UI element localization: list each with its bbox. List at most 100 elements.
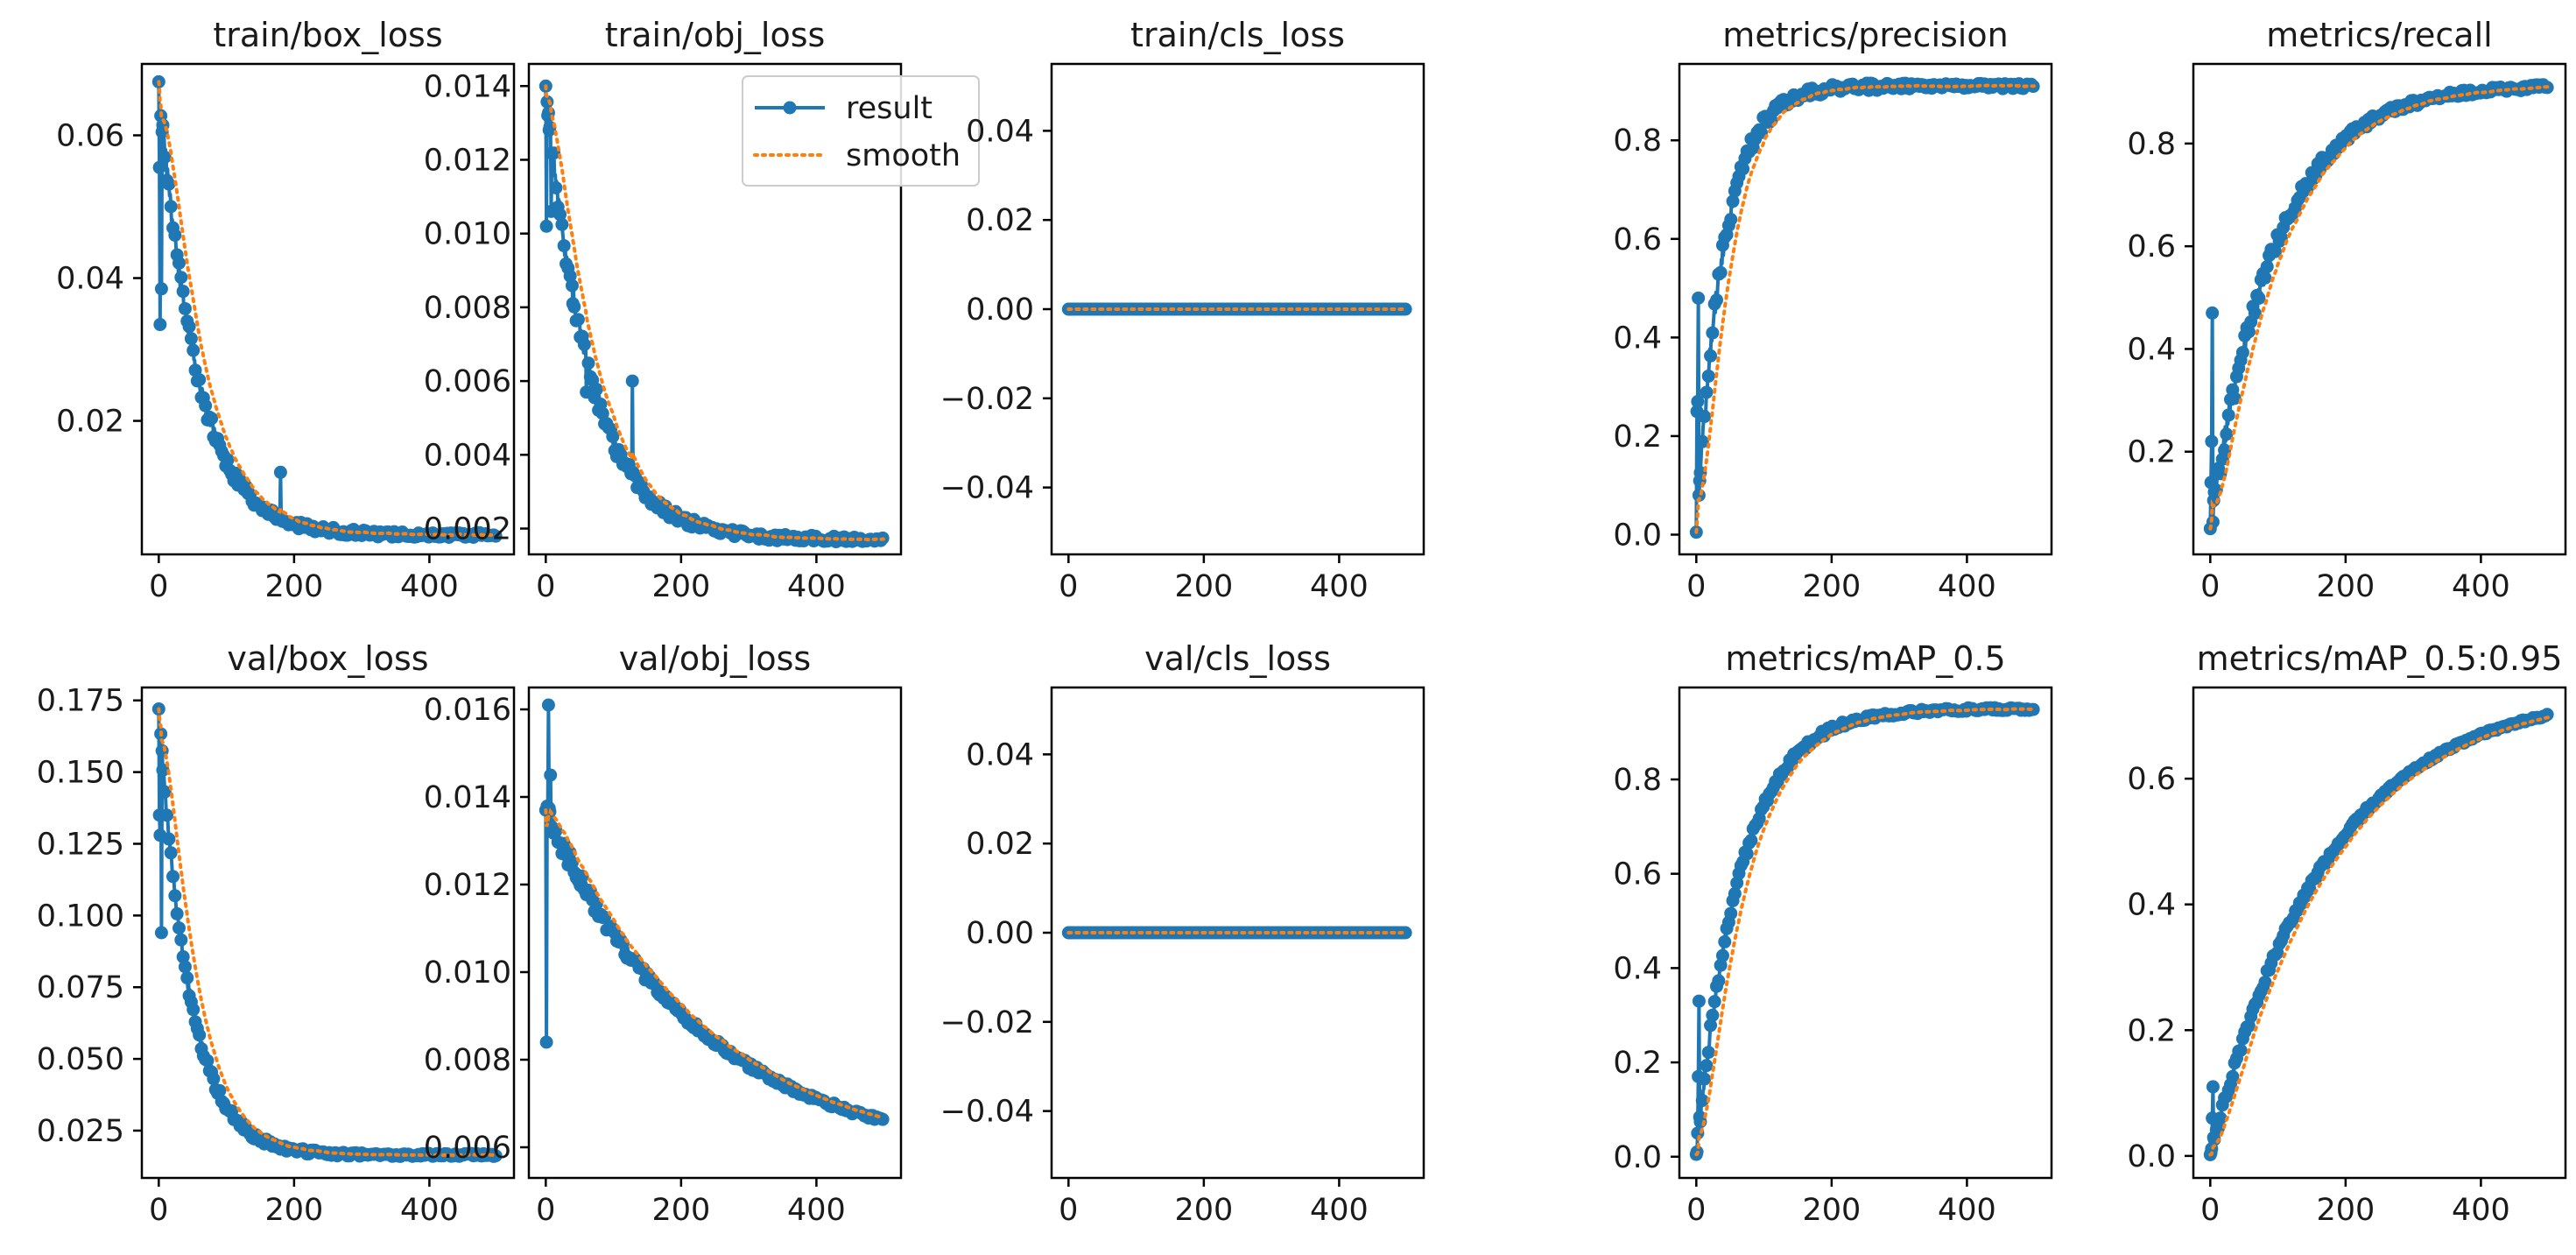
result-point xyxy=(178,960,192,974)
result-point xyxy=(199,398,213,412)
axes-frame xyxy=(1678,686,2053,1180)
result-point xyxy=(1724,213,1738,227)
result-point xyxy=(187,343,201,357)
subplot-title: train/box_loss xyxy=(213,16,442,54)
y-tick-label: 0.012 xyxy=(424,143,511,178)
result-line xyxy=(1694,705,2036,1155)
y-tick-label: 0.075 xyxy=(37,970,124,1005)
x-tick-label: 0 xyxy=(149,1193,168,1228)
result-line xyxy=(2208,712,2550,1156)
y-tick-label: 0.4 xyxy=(2127,888,2176,923)
result-point xyxy=(201,1054,215,1068)
smooth-line xyxy=(157,707,498,1158)
result-point xyxy=(489,1149,503,1163)
result-point xyxy=(213,1083,227,1097)
result-point xyxy=(207,1072,221,1086)
smooth-line xyxy=(1694,707,2036,1157)
y-tick-label: 0.014 xyxy=(424,780,511,815)
x-tick-label: 400 xyxy=(400,569,459,604)
subplot-metrics-map-0-5: metrics/mAP_0.5 0 200 400 0.0 0.2 0.4 0.6 0.8 xyxy=(1613,639,2053,1228)
subplot-title: val/box_loss xyxy=(227,639,428,678)
result-point xyxy=(2260,259,2274,273)
result-point xyxy=(2269,244,2282,258)
result-point xyxy=(1714,265,1728,279)
smooth-line xyxy=(2208,716,2550,1157)
y-tick-label: 0.06 xyxy=(56,119,124,154)
result-point xyxy=(565,278,579,293)
subplot-title: metrics/mAP_0.5:0.95 xyxy=(2197,639,2563,678)
result-point xyxy=(1728,886,1742,900)
result-point xyxy=(273,465,287,479)
result-point xyxy=(168,229,182,243)
result-point xyxy=(166,870,180,884)
plot-area xyxy=(2203,78,2554,536)
x-tick-label: 400 xyxy=(1938,1193,1996,1228)
result-point xyxy=(2248,307,2262,321)
y-tick-label: 0.002 xyxy=(424,512,511,547)
result-point xyxy=(2220,427,2234,441)
y-tick-label: 0.0 xyxy=(2127,1139,2176,1174)
result-point xyxy=(2206,306,2220,320)
result-point xyxy=(2214,1111,2228,1125)
result-point xyxy=(1704,349,1718,363)
result-point xyxy=(154,282,168,296)
result-point xyxy=(178,301,192,315)
x-tick-label: 400 xyxy=(400,1193,459,1228)
y-tick-label: 0.00 xyxy=(966,916,1034,951)
y-tick-label: 0.050 xyxy=(37,1042,124,1077)
subplot-title: metrics/recall xyxy=(2266,16,2492,54)
x-tick-label: 0 xyxy=(1059,1193,1078,1228)
x-tick-label: 0 xyxy=(2200,1193,2220,1228)
y-tick-label: 0.6 xyxy=(2127,762,2176,797)
x-tick-label: 0 xyxy=(2200,569,2220,604)
y-tick-label: 0.008 xyxy=(424,1043,511,1078)
result-point xyxy=(154,926,168,940)
y-tick-label: 0.4 xyxy=(1613,951,1662,986)
result-line xyxy=(2208,82,2550,529)
result-point xyxy=(158,150,172,164)
x-tick-label: 200 xyxy=(1802,569,1861,604)
smooth-line xyxy=(157,80,498,538)
result-point xyxy=(176,285,190,299)
y-tick-label: 0.012 xyxy=(424,868,511,903)
x-tick-label: 200 xyxy=(651,569,710,604)
result-markers xyxy=(1689,701,2040,1161)
y-tick-label: 0.04 xyxy=(966,737,1034,772)
result-point xyxy=(1740,847,1754,861)
axes-frame xyxy=(1678,62,2053,556)
result-point xyxy=(1726,194,1740,208)
result-point xyxy=(2258,271,2272,285)
result-point xyxy=(539,1035,553,1049)
result-point xyxy=(1707,995,1721,1009)
result-point xyxy=(174,271,188,285)
result-point xyxy=(193,373,207,387)
y-tick-label: 0.175 xyxy=(37,684,124,719)
x-tick-label: 400 xyxy=(1938,569,1996,604)
result-point xyxy=(563,846,577,860)
result-point xyxy=(541,698,555,712)
result-point xyxy=(180,971,194,985)
result-point xyxy=(1712,974,1726,988)
result-point xyxy=(1706,1008,1720,1022)
result-point xyxy=(176,950,190,964)
result-point xyxy=(174,933,188,947)
result-point xyxy=(549,180,563,194)
result-point xyxy=(2228,391,2242,405)
y-tick-label: 0.00 xyxy=(966,293,1034,328)
y-tick-label: 0.0 xyxy=(1613,518,1662,553)
result-point xyxy=(567,300,581,314)
smooth-line xyxy=(544,807,885,1120)
y-tick-label: 0.4 xyxy=(2127,332,2176,367)
subplot-metrics-map-0-5-0-95: metrics/mAP_0.5:0.95 0 200 400 0.0 0.2 0.4 0.6 xyxy=(2127,639,2567,1228)
axes-frame xyxy=(527,62,903,556)
result-point xyxy=(1698,410,1712,424)
y-tick-label: −0.04 xyxy=(940,471,1034,506)
plot-area xyxy=(2203,708,2554,1161)
x-tick-label: 200 xyxy=(1174,1193,1233,1228)
result-point xyxy=(1398,926,1412,940)
y-tick-label: 0.6 xyxy=(1613,857,1662,892)
result-point xyxy=(1692,994,1706,1008)
y-tick-label: 0.125 xyxy=(37,827,124,862)
y-tick-label: 0.8 xyxy=(1613,123,1662,159)
result-point xyxy=(2221,408,2235,422)
